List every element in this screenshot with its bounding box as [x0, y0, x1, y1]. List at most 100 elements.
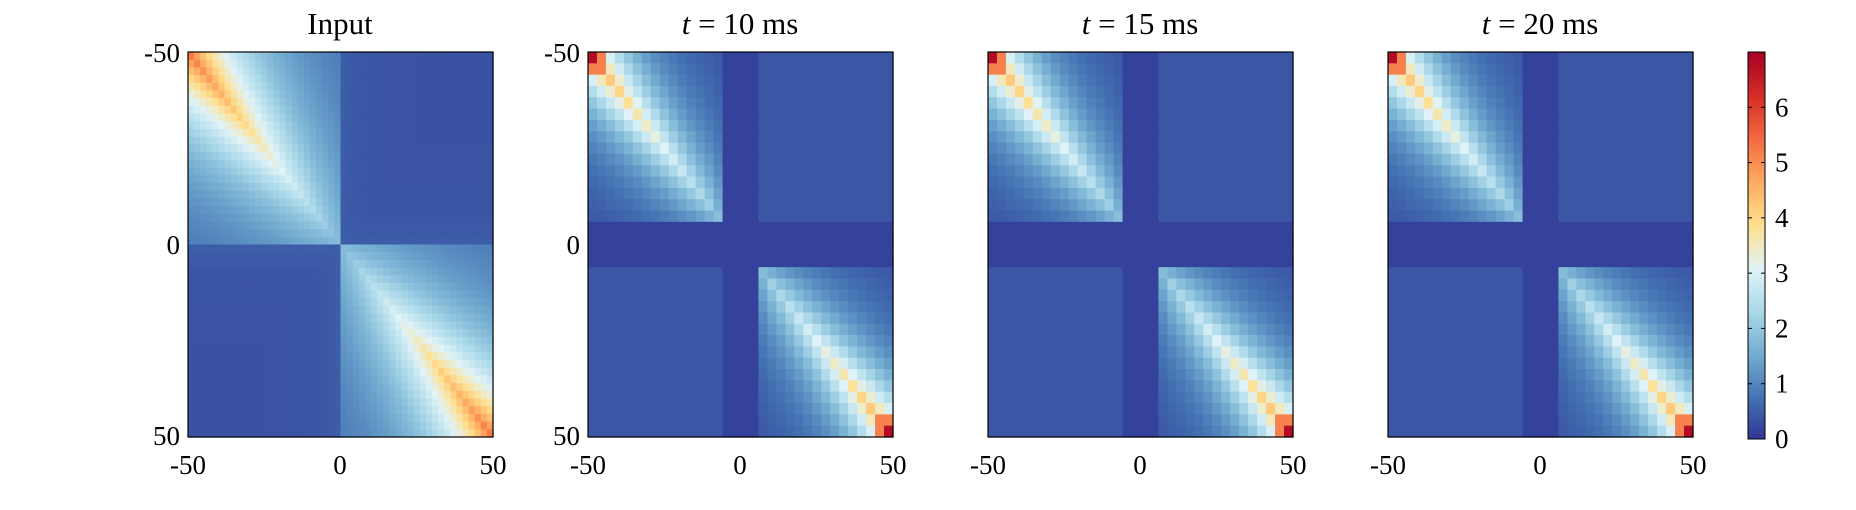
heatmap-cell: [291, 221, 299, 230]
heatmap-cell: [677, 176, 688, 189]
heatmap-cell: [641, 176, 652, 189]
heatmap-cell: [1032, 165, 1043, 178]
heatmap-cell: [358, 182, 366, 192]
heatmap-cell: [230, 144, 238, 153]
heatmap-cell: [188, 229, 195, 238]
heatmap-cell: [749, 199, 760, 212]
heatmap-cell: [425, 336, 433, 346]
heatmap-cell: [334, 360, 342, 369]
heatmap-cell: [432, 221, 439, 230]
heatmap-cell: [1149, 97, 1160, 110]
heatmap-cell: [242, 159, 250, 169]
heatmap-cell: [1140, 131, 1151, 144]
heatmap-cell: [695, 346, 706, 359]
heatmap-cell: [242, 90, 250, 99]
heatmap-cell: [450, 213, 457, 222]
heatmap-cell: [623, 52, 634, 64]
heatmap-cell: [218, 90, 226, 99]
heatmap-cell: [1221, 425, 1231, 438]
heatmap-cell: [395, 360, 403, 369]
heatmap-cell: [200, 336, 207, 346]
heatmap-cell: [377, 98, 384, 107]
heatmap-cell: [486, 360, 494, 369]
heatmap-cell: [249, 252, 256, 261]
heatmap-cell: [334, 198, 342, 207]
heatmap-cell: [407, 383, 415, 392]
heatmap-cell: [413, 221, 421, 230]
heatmap-cell: [438, 321, 445, 330]
heatmap-cell: [413, 159, 421, 169]
heatmap-cell: [468, 175, 476, 184]
heatmap-cell: [291, 336, 299, 346]
heatmap-cell: [1540, 74, 1551, 87]
heatmap-cell: [605, 312, 616, 325]
heatmap-cell: [1459, 85, 1470, 98]
heatmap-cell: [468, 167, 476, 176]
heatmap-cell: [1050, 267, 1061, 280]
heatmap-cell: [731, 357, 742, 370]
heatmap-cell: [346, 236, 354, 246]
heatmap-cell: [1275, 199, 1285, 212]
heatmap-cell: [261, 259, 268, 269]
heatmap-cell: [346, 344, 354, 353]
heatmap-cell: [731, 312, 742, 325]
heatmap-cell: [1212, 108, 1222, 121]
heatmap-cell: [722, 380, 733, 393]
heatmap-cell: [474, 390, 482, 400]
heatmap-cell: [224, 367, 232, 376]
heatmap-cell: [812, 403, 822, 415]
heatmap-cell: [212, 144, 220, 153]
heatmap-cell: [785, 153, 795, 166]
heatmap-cell: [316, 59, 323, 68]
heatmap-cell: [200, 406, 207, 415]
heatmap-cell: [1203, 210, 1213, 223]
heatmap-cell: [273, 259, 281, 269]
heatmap-cell: [758, 142, 769, 155]
heatmap-cell: [758, 221, 769, 234]
heatmap-cell: [297, 167, 305, 176]
heatmap-cell: [334, 344, 342, 353]
heatmap-cell: [713, 221, 724, 234]
heatmap-cell: [1095, 323, 1106, 336]
heatmap-cell: [1414, 52, 1425, 64]
heatmap-cell: [848, 85, 858, 98]
heatmap-cell: [468, 252, 476, 261]
heatmap-cell: [1257, 119, 1267, 132]
heatmap-cell: [279, 121, 287, 130]
heatmap-cell: [322, 352, 329, 361]
heatmap-cell: [767, 323, 777, 336]
heatmap-cell: [316, 198, 323, 207]
heatmap-cell: [334, 121, 342, 130]
heatmap-cell: [401, 421, 409, 430]
heatmap-cell: [389, 306, 396, 315]
heatmap-cell: [1158, 357, 1169, 370]
heatmap-cell: [444, 390, 451, 400]
heatmap-cell: [364, 267, 372, 276]
heatmap-cell: [285, 360, 293, 369]
heatmap-cell: [722, 221, 733, 234]
heatmap-cell: [588, 369, 598, 381]
heatmap-cell: [677, 142, 688, 155]
heatmap-cell: [316, 321, 323, 330]
heatmap-cell: [438, 406, 445, 415]
heatmap-cell: [1050, 244, 1061, 257]
heatmap-cell: [419, 360, 427, 369]
heatmap-cell: [340, 175, 348, 184]
heatmap-cell: [704, 301, 715, 314]
heatmap-cell: [249, 129, 256, 138]
heatmap-cell: [218, 159, 226, 169]
heatmap-cell: [839, 357, 849, 370]
heatmap-cell: [1221, 176, 1231, 189]
heatmap-cell: [242, 329, 250, 338]
heatmap-cell: [432, 206, 439, 215]
heatmap-cell: [713, 357, 724, 370]
heatmap-cell: [468, 59, 476, 68]
heatmap-cell: [328, 275, 335, 284]
heatmap-cell: [1095, 153, 1106, 166]
heatmap-cell: [224, 375, 232, 384]
heatmap-cell: [425, 167, 433, 176]
heatmap-cell: [474, 152, 482, 161]
heatmap-cell: [1239, 165, 1249, 178]
heatmap-cell: [224, 75, 232, 84]
heatmap-cell: [1248, 357, 1258, 370]
